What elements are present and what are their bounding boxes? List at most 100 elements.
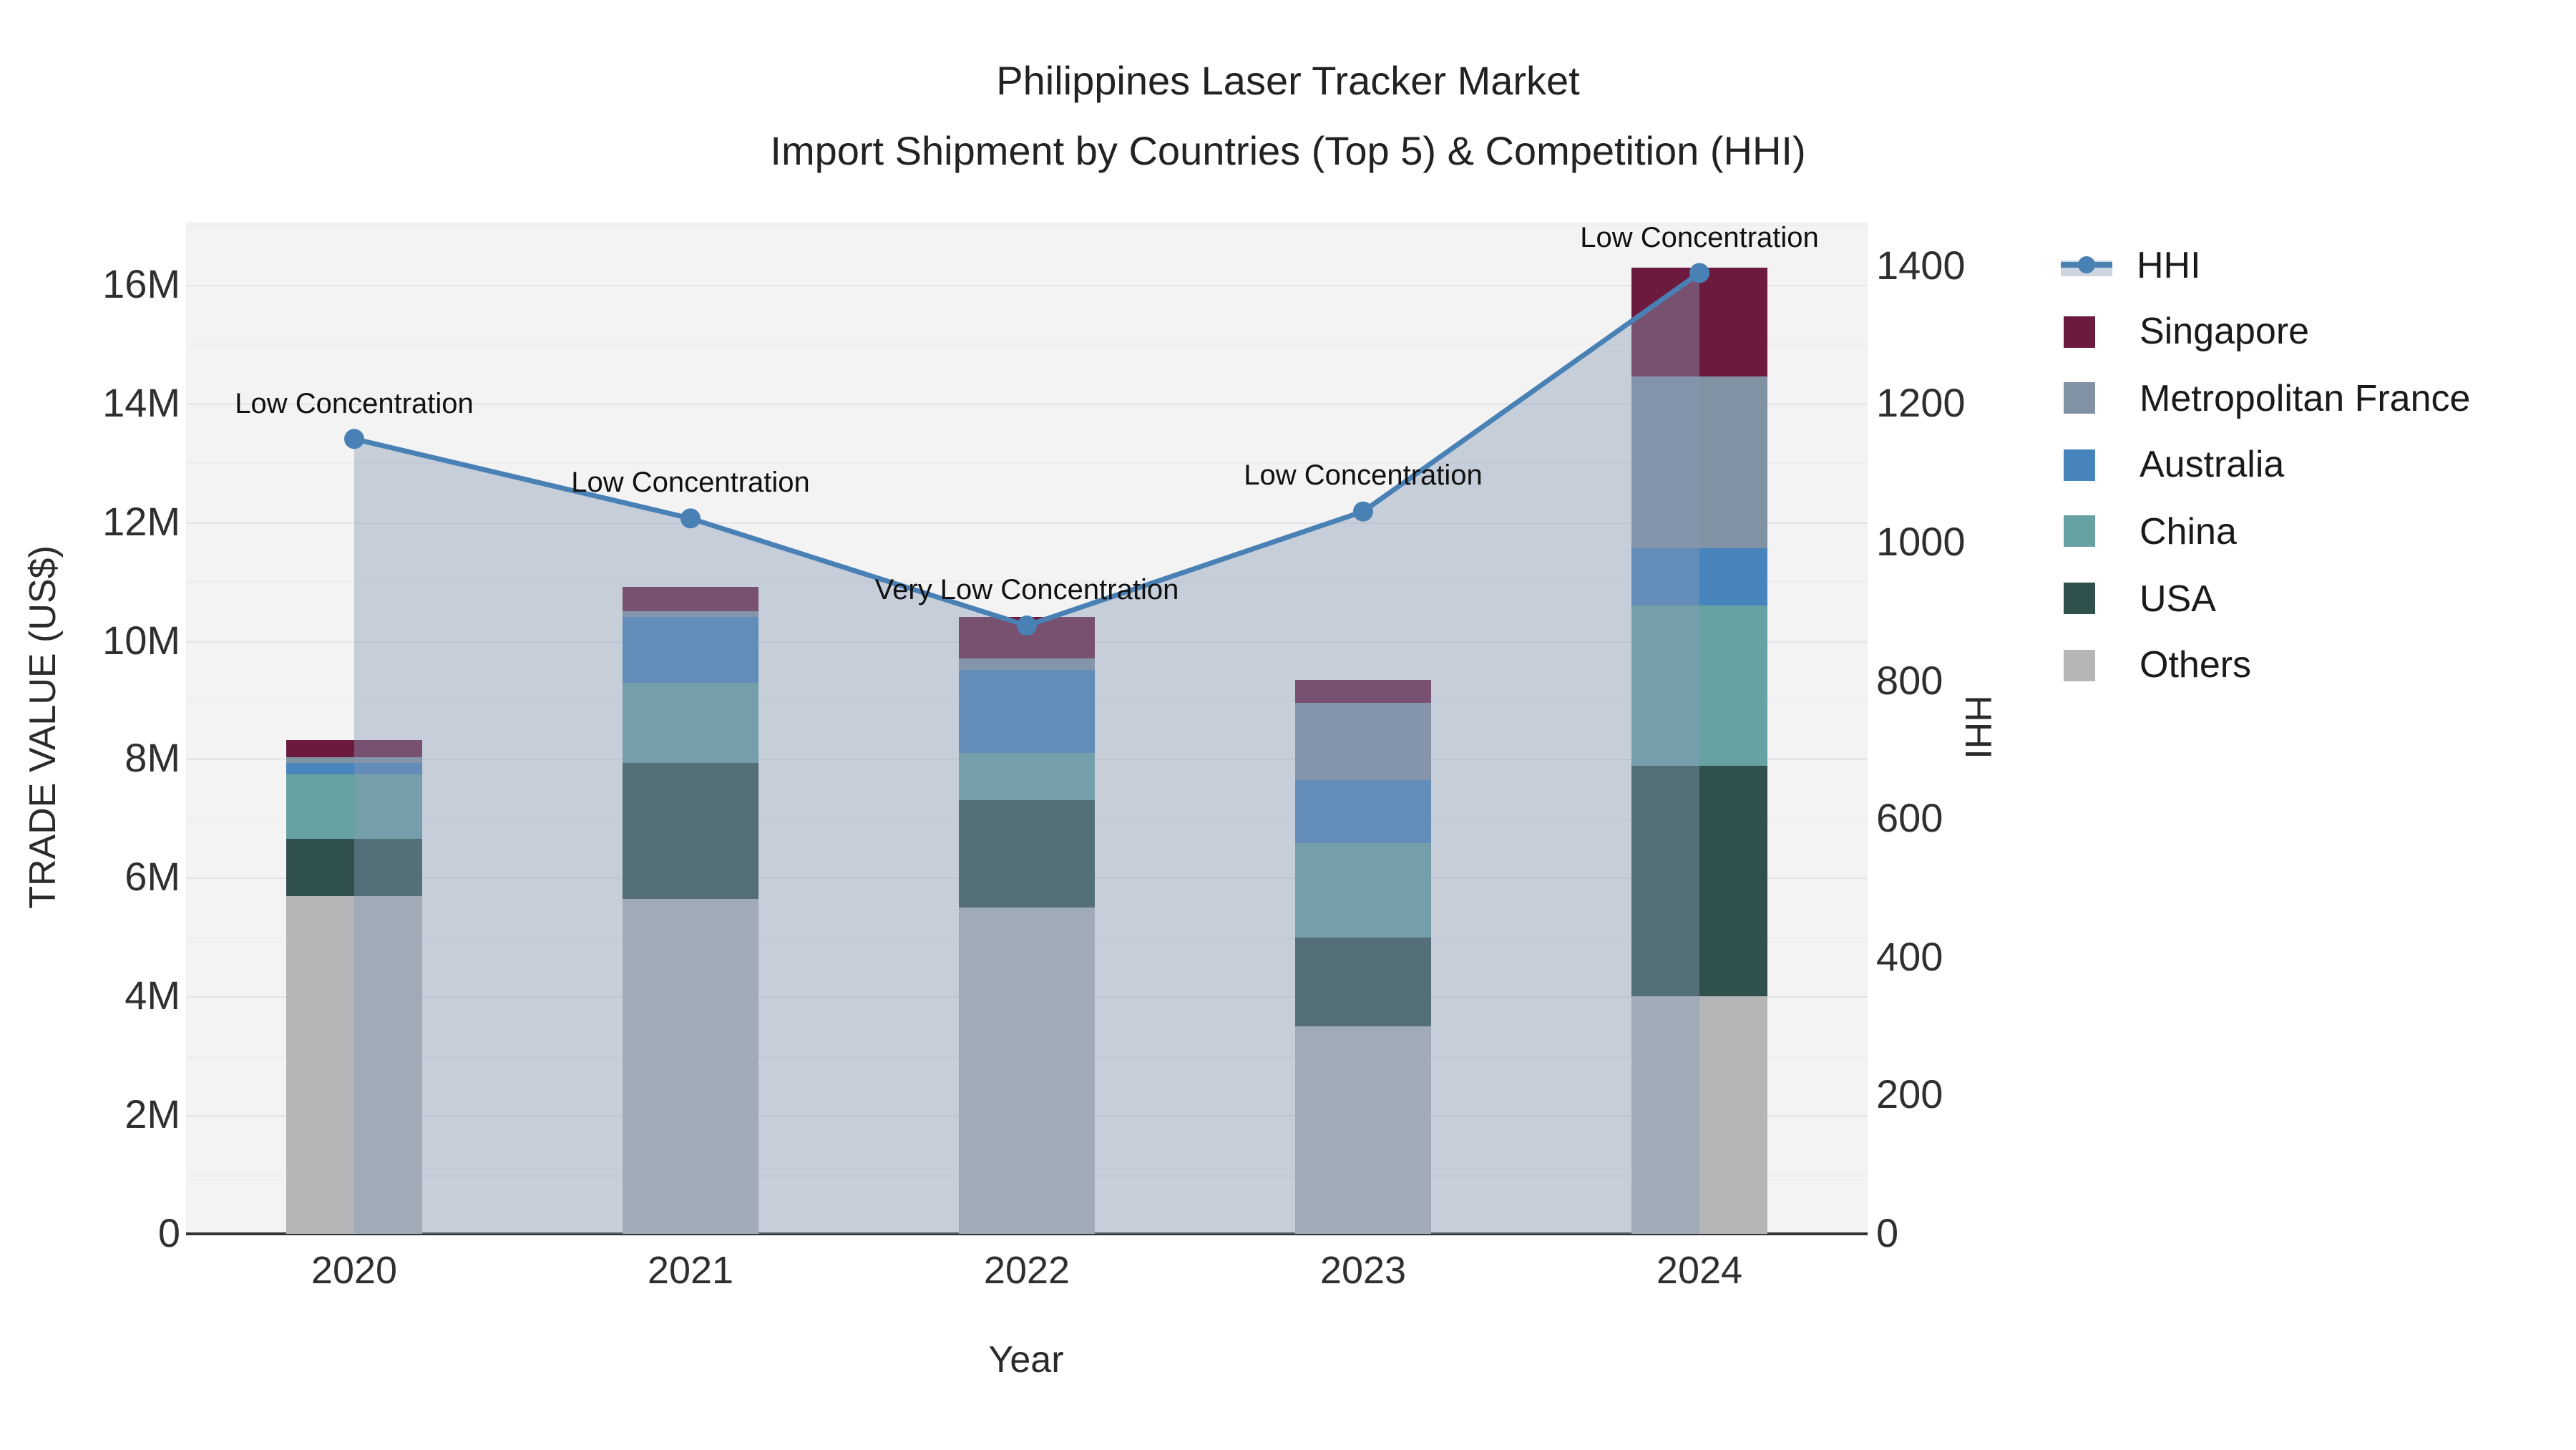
y-tick-left-4M: 4M bbox=[125, 973, 180, 1018]
bar-segment-2021-australia[interactable] bbox=[623, 617, 758, 683]
bar-segment-2024-others[interactable] bbox=[1631, 996, 1767, 1234]
legend-swatch-metropolitan-france bbox=[2064, 382, 2095, 414]
legend-label: China bbox=[2140, 509, 2237, 553]
bar-segment-2023-singapore[interactable] bbox=[1295, 679, 1431, 704]
legend-item-china[interactable]: China bbox=[2061, 500, 2237, 563]
legend-label: Others bbox=[2140, 643, 2252, 686]
y-tick-left-0: 0 bbox=[157, 1211, 180, 1255]
legend-item-others[interactable]: Others bbox=[2061, 633, 2251, 696]
bar-segment-2021-singapore[interactable] bbox=[623, 587, 758, 611]
annotation-2022: Very Low Concentration bbox=[874, 575, 1179, 607]
x-tick-2020: 2020 bbox=[311, 1249, 398, 1292]
x-tick-2021: 2021 bbox=[647, 1249, 734, 1292]
bar-segment-2023-metropolitan-france[interactable] bbox=[1295, 703, 1431, 780]
bar-segment-2024-singapore[interactable] bbox=[1631, 267, 1767, 377]
bar-segment-2021-metropolitan-france[interactable] bbox=[623, 610, 758, 618]
bar-2024 bbox=[1631, 267, 1767, 1234]
y-tick-right-200: 200 bbox=[1876, 1072, 1943, 1117]
bar-segment-2021-china[interactable] bbox=[623, 682, 758, 763]
legend-item-hhi[interactable]: HHI bbox=[2061, 233, 2201, 296]
y-tick-left-16M: 16M bbox=[102, 261, 180, 306]
bar-segment-2023-usa[interactable] bbox=[1295, 937, 1431, 1026]
legend-swatch-china bbox=[2064, 515, 2095, 548]
bar-segment-2020-australia[interactable] bbox=[286, 762, 422, 774]
y-tick-left-8M: 8M bbox=[125, 736, 180, 781]
bar-segment-2024-usa[interactable] bbox=[1631, 765, 1767, 997]
bar-2023 bbox=[1295, 679, 1431, 1234]
bar-segment-2022-australia[interactable] bbox=[959, 670, 1095, 754]
hhi-line bbox=[353, 271, 1702, 628]
bar-segment-2024-metropolitan-france[interactable] bbox=[1631, 376, 1767, 549]
y-tick-left-14M: 14M bbox=[102, 380, 180, 425]
bar-segment-2024-australia[interactable] bbox=[1631, 548, 1767, 605]
x-axis-title: Year bbox=[988, 1338, 1064, 1381]
y-tick-right-600: 600 bbox=[1876, 796, 1943, 841]
gridline bbox=[186, 522, 1868, 524]
gridline bbox=[186, 344, 1868, 346]
y-tick-left-2M: 2M bbox=[125, 1092, 180, 1137]
hhi-marker-2021[interactable] bbox=[680, 508, 701, 529]
plot-area: Low Concentration Low Concentration Very L… bbox=[186, 222, 1868, 1235]
hhi-marker-2022[interactable] bbox=[1017, 615, 1037, 636]
legend-line-swatch-hhi bbox=[2061, 249, 2112, 281]
bar-segment-2020-china[interactable] bbox=[286, 774, 422, 840]
gridline bbox=[186, 225, 1868, 227]
bar-2022 bbox=[959, 617, 1095, 1234]
bar-segment-2022-others[interactable] bbox=[959, 908, 1095, 1234]
y-tick-right-800: 800 bbox=[1876, 658, 1943, 703]
gridline bbox=[186, 462, 1868, 464]
chart-title-line2: Import Shipment by Countries (Top 5) & C… bbox=[770, 129, 1806, 173]
legend-label: USA bbox=[2140, 576, 2216, 619]
annotation-2024: Low Concentration bbox=[1580, 222, 1819, 254]
legend-item-metropolitan-france[interactable]: Metropolitan France bbox=[2061, 366, 2470, 429]
bar-segment-2022-usa[interactable] bbox=[959, 800, 1095, 908]
legend-item-australia[interactable]: Australia bbox=[2061, 434, 2284, 497]
bar-segment-2023-australia[interactable] bbox=[1295, 780, 1431, 842]
hhi-marker-2024[interactable] bbox=[1689, 263, 1709, 283]
x-tick-2024: 2024 bbox=[1656, 1249, 1743, 1292]
y-tick-right-0: 0 bbox=[1876, 1211, 1899, 1255]
legend-label: Singapore bbox=[2140, 309, 2310, 353]
legend-item-singapore[interactable]: Singapore bbox=[2061, 300, 2309, 363]
x-tick-2023: 2023 bbox=[1319, 1249, 1407, 1292]
y-tick-left-6M: 6M bbox=[125, 855, 180, 900]
bar-segment-2020-metropolitan-france[interactable] bbox=[286, 757, 422, 763]
y-tick-right-1200: 1200 bbox=[1876, 381, 1966, 426]
y-axis-title-left: TRADE VALUE (US$) bbox=[21, 545, 64, 909]
y-tick-left-10M: 10M bbox=[102, 618, 180, 663]
legend-item-usa[interactable]: USA bbox=[2061, 567, 2216, 630]
legend-label: Metropolitan France bbox=[2140, 376, 2471, 419]
annotation-2020: Low Concentration bbox=[235, 388, 474, 420]
y-tick-right-400: 400 bbox=[1876, 934, 1943, 979]
y-axis-title-right: HHI bbox=[1957, 695, 2000, 759]
bar-segment-2023-china[interactable] bbox=[1295, 842, 1431, 938]
bar-segment-2021-usa[interactable] bbox=[623, 762, 758, 899]
bar-segment-2022-china[interactable] bbox=[959, 753, 1095, 801]
gridline bbox=[186, 284, 1868, 286]
bar-segment-2023-others[interactable] bbox=[1295, 1026, 1431, 1234]
hhi-marker-2020[interactable] bbox=[344, 429, 364, 449]
chart-title-line1: Philippines Laser Tracker Market bbox=[996, 59, 1580, 103]
hhi-marker-2023[interactable] bbox=[1353, 501, 1373, 522]
y-tick-left-12M: 12M bbox=[102, 499, 180, 544]
bar-2020 bbox=[286, 739, 422, 1234]
legend-swatch-singapore bbox=[2064, 316, 2095, 348]
y-tick-right-1000: 1000 bbox=[1876, 520, 1966, 565]
bar-segment-2024-china[interactable] bbox=[1631, 605, 1767, 766]
x-axis-line bbox=[186, 1232, 1868, 1235]
legend-swatch-usa bbox=[2064, 583, 2095, 614]
bar-2021 bbox=[623, 587, 758, 1234]
bar-segment-2022-metropolitan-france[interactable] bbox=[959, 658, 1095, 671]
annotation-2021: Low Concentration bbox=[571, 467, 810, 500]
annotation-2023: Low Concentration bbox=[1244, 460, 1483, 492]
legend-label: Australia bbox=[2140, 442, 2285, 486]
legend-label: HHI bbox=[2137, 243, 2201, 286]
legend-swatch-others bbox=[2064, 649, 2095, 681]
y-tick-right-1400: 1400 bbox=[1876, 243, 1966, 288]
x-tick-2022: 2022 bbox=[983, 1249, 1070, 1292]
bar-segment-2021-others[interactable] bbox=[623, 898, 758, 1234]
bar-segment-2020-usa[interactable] bbox=[286, 839, 422, 896]
bar-segment-2020-others[interactable] bbox=[286, 895, 422, 1234]
bar-segment-2020-singapore[interactable] bbox=[286, 739, 422, 758]
